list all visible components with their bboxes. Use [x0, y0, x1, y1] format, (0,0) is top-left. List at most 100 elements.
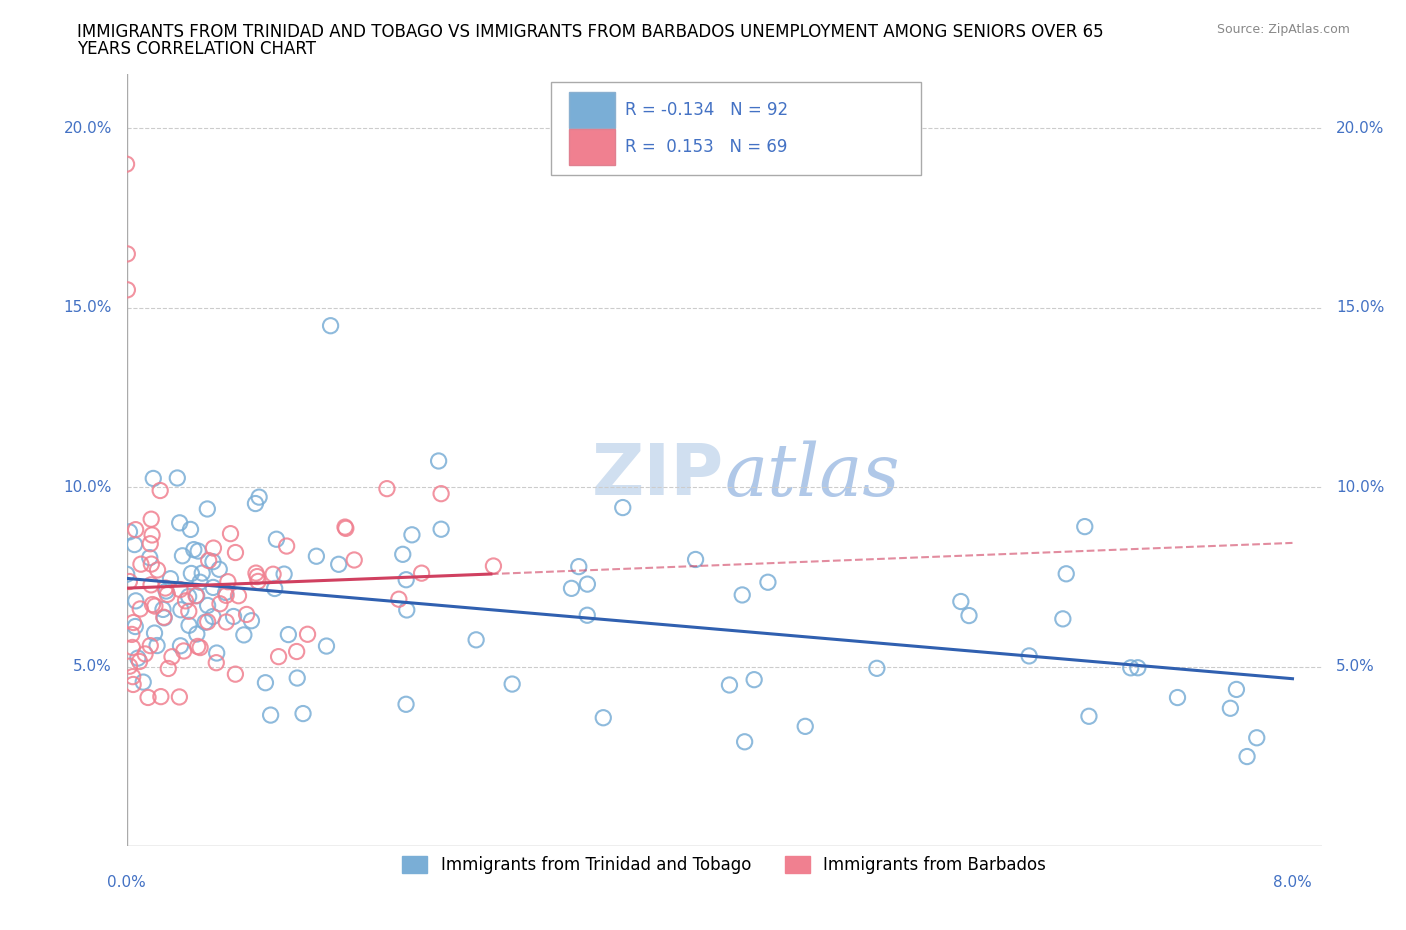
Point: [169, 638, 191, 653]
Point: [125, 593, 148, 608]
Point: [141, 557, 163, 572]
Point: [343, 552, 366, 567]
Point: [127, 651, 149, 666]
Point: [240, 613, 263, 628]
Point: [124, 619, 146, 634]
Point: [124, 538, 146, 552]
Point: [180, 522, 202, 537]
Point: [202, 580, 225, 595]
Point: [169, 582, 191, 597]
Point: [262, 566, 284, 581]
Point: [949, 594, 972, 609]
Point: [685, 552, 707, 567]
Point: [1074, 519, 1097, 534]
Point: [246, 569, 269, 584]
Point: [718, 678, 741, 693]
Point: [427, 454, 450, 469]
Point: [121, 670, 143, 684]
Point: [197, 598, 219, 613]
Point: [132, 674, 155, 689]
Point: [276, 538, 298, 553]
Point: [136, 690, 159, 705]
Point: [215, 588, 238, 603]
Point: [149, 689, 172, 704]
Point: [118, 525, 141, 539]
Point: [155, 584, 177, 599]
Point: [146, 638, 169, 653]
Point: [142, 471, 165, 485]
Point: [219, 526, 242, 541]
Text: 15.0%: 15.0%: [63, 300, 112, 315]
Text: 10.0%: 10.0%: [63, 480, 112, 495]
Point: [1119, 660, 1142, 675]
Point: [1246, 730, 1268, 745]
Point: [118, 658, 141, 673]
Point: [139, 578, 162, 592]
Text: 10.0%: 10.0%: [1336, 480, 1385, 495]
Point: [139, 638, 162, 653]
Point: [576, 577, 599, 591]
Text: 0.0%: 0.0%: [107, 875, 146, 890]
Point: [215, 615, 238, 630]
Point: [122, 615, 145, 630]
Point: [794, 719, 817, 734]
Point: [117, 283, 139, 298]
Point: [166, 471, 188, 485]
Point: [411, 565, 433, 580]
Point: [254, 675, 277, 690]
Point: [184, 588, 207, 603]
Point: [139, 551, 162, 565]
Point: [205, 645, 228, 660]
Point: [197, 553, 219, 568]
Point: [756, 575, 779, 590]
Point: [430, 486, 453, 501]
Text: 15.0%: 15.0%: [1336, 300, 1385, 315]
Point: [742, 672, 765, 687]
Point: [335, 521, 357, 536]
Point: [395, 697, 418, 711]
Text: 20.0%: 20.0%: [63, 121, 112, 136]
Point: [259, 708, 281, 723]
Point: [1236, 749, 1258, 764]
Point: [141, 597, 163, 612]
Point: [333, 520, 356, 535]
Text: IMMIGRANTS FROM TRINIDAD AND TOBAGO VS IMMIGRANTS FROM BARBADOS UNEMPLOYMENT AMO: IMMIGRANTS FROM TRINIDAD AND TOBAGO VS I…: [77, 23, 1104, 41]
Point: [141, 512, 163, 526]
Point: [159, 571, 181, 586]
Point: [121, 627, 143, 642]
Point: [195, 501, 218, 516]
Point: [247, 490, 270, 505]
Point: [134, 646, 156, 661]
Point: [501, 677, 523, 692]
Point: [232, 628, 254, 643]
Point: [177, 618, 200, 632]
Point: [612, 500, 634, 515]
Point: [1018, 648, 1040, 663]
Point: [401, 527, 423, 542]
Text: 5.0%: 5.0%: [1336, 659, 1375, 674]
Point: [177, 604, 200, 618]
Text: R =  0.153   N = 69: R = 0.153 N = 69: [624, 138, 787, 156]
Point: [160, 649, 183, 664]
Point: [191, 565, 214, 580]
Point: [285, 644, 308, 659]
Point: [734, 735, 756, 750]
Text: R = -0.134   N = 92: R = -0.134 N = 92: [624, 101, 787, 119]
Point: [208, 562, 231, 577]
Point: [180, 566, 202, 581]
Point: [122, 677, 145, 692]
Point: [731, 588, 754, 603]
Point: [266, 532, 288, 547]
Point: [197, 615, 219, 630]
Point: [208, 596, 231, 611]
Point: [285, 671, 308, 685]
Point: [224, 667, 246, 682]
Point: [152, 602, 174, 617]
Point: [1166, 690, 1188, 705]
Point: [576, 608, 599, 623]
Point: [957, 608, 980, 623]
Point: [177, 589, 200, 604]
Point: [430, 522, 453, 537]
Text: 5.0%: 5.0%: [73, 659, 112, 674]
Point: [1054, 566, 1077, 581]
